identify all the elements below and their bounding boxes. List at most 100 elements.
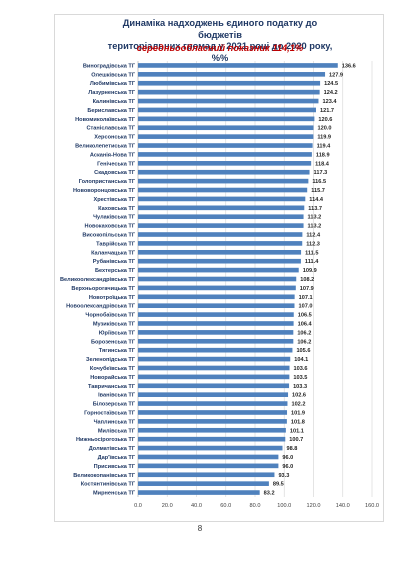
bar [138, 143, 313, 148]
chart-title-line-2: територіальних громад у 2021 році до 202… [107, 41, 333, 63]
category-label: Верхньорогачицька ТГ [71, 286, 135, 292]
category-label: Каланчацька ТГ [91, 250, 136, 256]
bar [138, 356, 291, 362]
x-tick-label: 80.0 [250, 503, 261, 509]
bar [138, 436, 286, 442]
data-label: 106.4 [298, 321, 313, 327]
category-label: Херсонська ТГ [94, 135, 136, 141]
category-label: Високопільська ТГ [82, 233, 136, 239]
category-label: Лазурненська ТГ [88, 90, 136, 96]
bar [138, 427, 286, 433]
data-label: 98.8 [286, 446, 297, 452]
data-label: 123.4 [322, 99, 337, 105]
chart-title-line-1: Динаміка надходжень єдиного податку до б… [122, 18, 318, 40]
bar [138, 223, 304, 228]
data-label: 112.4 [306, 233, 321, 239]
bar [138, 116, 315, 122]
data-label: 117.3 [314, 170, 328, 176]
bar [138, 410, 288, 415]
x-tick-label: 0.0 [134, 503, 142, 509]
bar [138, 330, 294, 335]
data-label: 106.5 [298, 313, 312, 319]
bar [138, 472, 275, 478]
category-label: Юріївська ТГ [99, 330, 136, 336]
category-label: Новотроїцька ТГ [89, 295, 136, 301]
x-tick-label: 140.0 [336, 503, 350, 509]
bar [138, 161, 312, 166]
data-label: 127.9 [329, 72, 343, 78]
x-tick-label: 160.0 [365, 503, 379, 509]
category-label: Виноградівська ТГ [83, 63, 136, 69]
bar [138, 463, 279, 469]
data-label: 103.5 [293, 375, 307, 381]
category-label: Чулаківська ТГ [93, 215, 136, 221]
category-label: Станіславська ТГ [87, 126, 136, 132]
category-label: Любимівська ТГ [90, 80, 136, 87]
bar [138, 241, 303, 246]
category-label: Бериславська ТГ [87, 108, 135, 114]
bar [138, 134, 314, 139]
bar [138, 419, 287, 424]
data-label: 113.2 [308, 215, 322, 221]
bar [138, 303, 295, 309]
bar [138, 169, 310, 175]
bar [138, 152, 312, 157]
bar [138, 374, 290, 380]
category-label: Новомиколаївська ТГ [75, 117, 136, 123]
category-label: Горностаївська ТГ [84, 410, 136, 416]
bar [138, 312, 294, 317]
data-label: 113.7 [308, 206, 322, 212]
category-label: Борозенська ТГ [91, 339, 136, 345]
category-label: Долматівська ТГ [89, 446, 136, 452]
bar [138, 285, 296, 291]
category-label: Тягинська ТГ [99, 348, 136, 354]
data-label: 89.5 [273, 482, 284, 488]
data-label: 112.3 [306, 241, 320, 247]
category-label: Музиківська ТГ [93, 321, 136, 327]
category-label: Рубанівська ТГ [93, 258, 136, 265]
data-label: 118.9 [316, 152, 330, 158]
x-tick-label: 120.0 [307, 503, 321, 509]
category-label: Таврійська ТГ [96, 240, 136, 247]
data-label: 107.9 [300, 286, 314, 292]
data-label: 114.4 [309, 197, 324, 203]
bar [138, 276, 297, 282]
bar [138, 267, 299, 273]
bar [138, 80, 321, 86]
category-label: Іванівська ТГ [98, 393, 136, 399]
data-label: 119.9 [317, 135, 331, 141]
data-label: 93.3 [278, 473, 289, 479]
bar [138, 249, 302, 255]
data-label: 118.4 [315, 161, 330, 167]
category-label: Присивська ТГ [94, 464, 136, 470]
category-label: Калинівська ТГ [93, 99, 136, 105]
category-label: Каховська ТГ [98, 206, 136, 212]
category-label: Великоолександрівська ТГ [60, 277, 136, 283]
category-label: Милівська ТГ [98, 428, 136, 434]
data-label: 83.2 [264, 491, 275, 497]
bar [138, 258, 301, 264]
data-label: 96.0 [282, 464, 293, 470]
bar [138, 205, 305, 211]
data-label: 136.6 [342, 63, 356, 69]
category-label: Білозерська ТГ [93, 402, 136, 408]
x-tick-label: 60.0 [220, 503, 231, 509]
category-label: Скадовська ТГ [94, 170, 136, 176]
data-label: 120.0 [318, 126, 332, 132]
data-label: 105.6 [296, 348, 310, 354]
data-label: 103.3 [293, 384, 307, 390]
bar [138, 365, 290, 371]
category-label: Нововоронцовська ТГ [73, 188, 136, 194]
x-tick-label: 20.0 [162, 503, 173, 509]
data-label: 107.0 [298, 304, 312, 310]
data-label: 119.4 [317, 144, 332, 150]
category-label: Олешківська ТГ [91, 72, 136, 78]
data-label: 103.6 [294, 366, 308, 372]
bar [138, 232, 303, 237]
category-label: Нижньосірогозька ТГ [76, 437, 136, 443]
bar [138, 214, 304, 220]
data-label: 124.2 [324, 90, 338, 96]
bar [138, 63, 338, 68]
page-number: 8 [197, 524, 203, 533]
